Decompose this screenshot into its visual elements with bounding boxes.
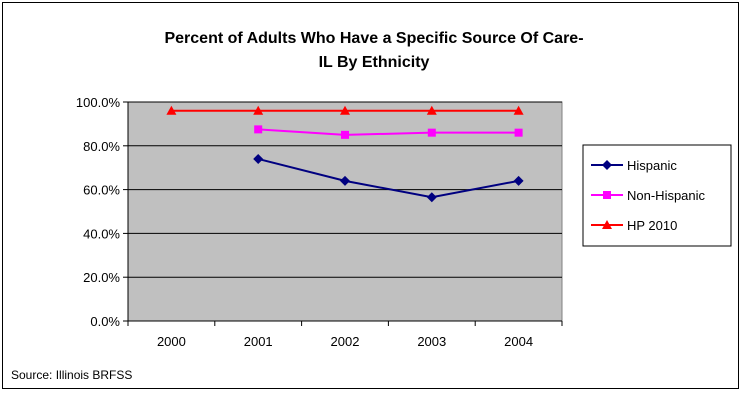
data-point-non-hispanic — [341, 130, 349, 139]
legend-label-non-hispanic: Non-Hispanic — [627, 188, 706, 203]
data-point-hp-2010 — [253, 105, 264, 115]
x-tick-label: 2000 — [157, 334, 186, 349]
series-line-hispanic — [257, 157, 519, 199]
legend-marker-non-hispanic — [603, 191, 611, 199]
data-point-hp-2010 — [340, 105, 350, 115]
data-point-hispanic — [426, 192, 437, 203]
y-tick-label: 100.0% — [76, 95, 121, 110]
y-tick-label: 80.0% — [83, 139, 120, 154]
data-point-hp-2010 — [513, 105, 524, 115]
data-point-non-hispanic — [254, 125, 263, 134]
data-point-non-hispanic — [427, 128, 436, 137]
legend-label-hp-2010: HP 2010 — [627, 218, 677, 233]
data-point-hp-2010 — [426, 105, 437, 115]
source-note: Source: Illinois BRFSS — [11, 368, 133, 382]
legend-marker-hp-2010 — [602, 220, 612, 229]
x-tick-label: 2001 — [244, 334, 273, 349]
x-tick-label: 2004 — [504, 334, 533, 349]
chart-title-line-2: IL By Ethnicity — [319, 54, 430, 71]
data-point-hispanic — [253, 153, 264, 164]
data-point-hispanic — [513, 175, 524, 186]
data-point-non-hispanic — [514, 128, 523, 137]
data-point-hp-2010 — [166, 105, 177, 115]
y-tick-label: 40.0% — [83, 226, 120, 241]
legend-label-hispanic: Hispanic — [627, 158, 677, 173]
series-line-non-hispanic — [258, 128, 519, 136]
y-tick-label: 20.0% — [83, 270, 120, 285]
chart-frame: Percent of Adults Who Have a Specific So… — [2, 2, 739, 389]
x-tick-label: 2002 — [331, 334, 360, 349]
data-point-hispanic — [340, 175, 350, 186]
legend-marker-hispanic — [602, 160, 612, 170]
chart-title-line-1: Percent of Adults Who Have a Specific So… — [164, 30, 583, 47]
x-tick-label: 2003 — [417, 334, 446, 349]
y-tick-label: 60.0% — [83, 183, 120, 198]
line-chart: Percent of Adults Who Have a Specific So… — [76, 30, 732, 349]
y-tick-label: 0.0% — [90, 314, 120, 329]
